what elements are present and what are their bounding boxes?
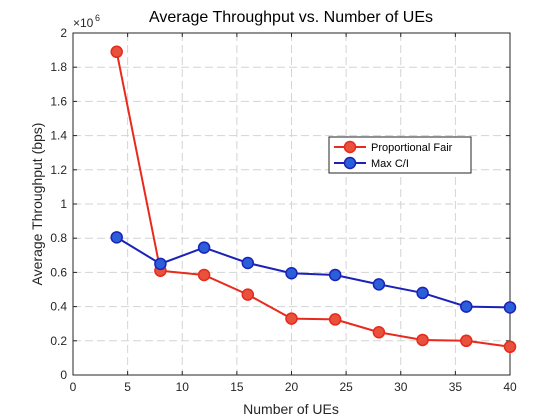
legend: Proportional Fair Max C/I [329, 137, 471, 173]
data-point [373, 327, 384, 338]
legend-label: Proportional Fair [371, 142, 453, 154]
x-tick-label: 40 [503, 380, 517, 394]
data-point [330, 314, 341, 325]
y-tick-label: 2 [60, 26, 67, 40]
data-point [373, 279, 384, 290]
data-point [330, 269, 341, 280]
y-tick-label: 1.2 [50, 163, 67, 177]
legend-swatch-marker [345, 158, 356, 169]
data-point [242, 257, 253, 268]
data-point [199, 242, 210, 253]
x-tick-label: 0 [70, 380, 77, 394]
y-tick-label: 0.8 [50, 231, 67, 245]
data-point [199, 269, 210, 280]
x-tick-label: 10 [176, 380, 190, 394]
x-tick-label: 20 [285, 380, 299, 394]
y-tick-label: 0.2 [50, 334, 67, 348]
data-point [111, 46, 122, 57]
data-point [155, 258, 166, 269]
x-tick-label: 30 [394, 380, 408, 394]
y-tick-label: 1.6 [50, 94, 67, 108]
data-point [242, 289, 253, 300]
legend-label: Max C/I [371, 158, 409, 170]
data-point [417, 334, 428, 345]
y-tick-label: 1.8 [50, 60, 67, 74]
data-point [461, 301, 472, 312]
data-point [417, 287, 428, 298]
x-tick-label: 25 [339, 380, 353, 394]
x-tick-label: 5 [124, 380, 131, 394]
data-point [286, 268, 297, 279]
y-tick-label: 1.4 [50, 129, 67, 143]
legend-swatch-marker [345, 142, 356, 153]
data-point [461, 335, 472, 346]
data-point [505, 302, 516, 313]
y-axis-label: Average Throughput (bps) [29, 123, 45, 286]
y-exponent-base: ×10 [73, 16, 94, 30]
x-tick-label: 15 [230, 380, 244, 394]
y-tick-label: 0.6 [50, 265, 67, 279]
y-tick-label: 0.4 [50, 300, 67, 314]
data-point [286, 313, 297, 324]
x-tick-label: 35 [449, 380, 463, 394]
data-point [111, 232, 122, 243]
x-axis-label: Number of UEs [243, 401, 339, 417]
chart-title: Average Throughput vs. Number of UEs [149, 9, 433, 26]
data-point [505, 341, 516, 352]
y-tick-label: 0 [60, 368, 67, 382]
y-tick-label: 1 [60, 197, 67, 211]
y-exponent: ×10 6 [73, 13, 100, 30]
y-exponent-power: 6 [95, 13, 100, 23]
